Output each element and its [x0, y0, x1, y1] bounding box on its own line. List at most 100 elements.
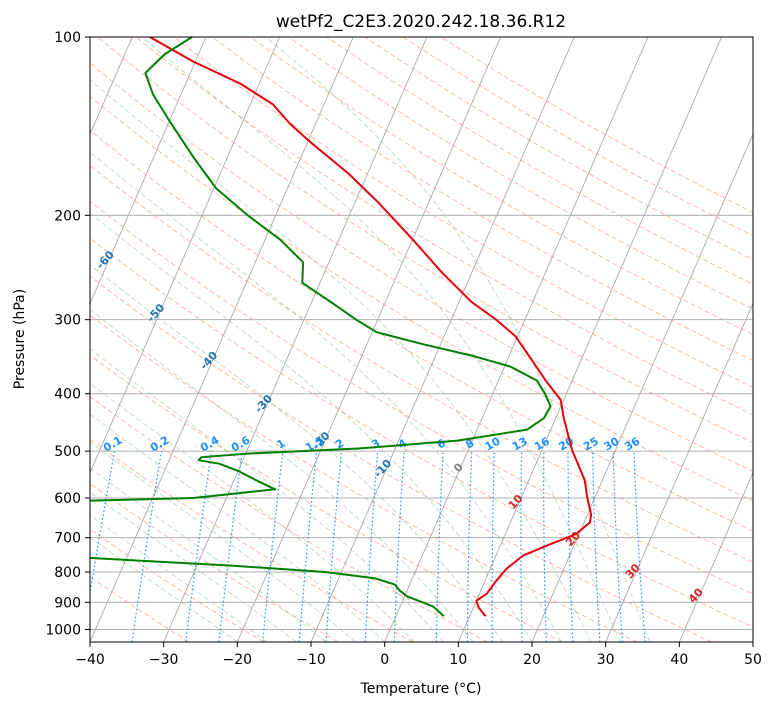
x-tick-label: 20	[523, 652, 541, 668]
mixing-ratio-line	[325, 451, 342, 642]
x-tick-label: 0	[380, 652, 389, 668]
y-tick-label: 900	[54, 595, 81, 611]
dry-adiabat	[90, 354, 563, 642]
dry-adiabat	[211, 37, 753, 362]
x-tick-label: −30	[149, 652, 179, 668]
plot-area: -100-90-80-70-60-50-40-30-20-100.10.20.4…	[0, 37, 753, 642]
moist-adiabat	[90, 413, 386, 642]
mixing-ratio-line	[131, 450, 163, 642]
sounding-profiles	[90, 37, 593, 617]
isotherm-line	[163, 37, 428, 642]
isotherm-line	[752, 640, 753, 642]
y-tick-label: 1000	[45, 622, 81, 638]
moist-adiabat	[90, 467, 327, 642]
dry-adiabat	[90, 396, 488, 642]
moist-adiabat	[265, 37, 651, 642]
moist-adiabat	[90, 212, 533, 642]
dry-adiabats	[90, 37, 753, 642]
line-labels: -100-90-80-70-60-50-40-30-20-100.10.20.4…	[0, 147, 706, 606]
mixing-ratio-label: 6	[435, 436, 448, 451]
x-tick-label: −40	[75, 652, 105, 668]
dry-adiabat	[90, 575, 190, 642]
isotherm-line	[678, 471, 753, 642]
dry-adiabat	[90, 482, 339, 642]
mixing-ratio-line	[90, 450, 116, 597]
isotherm-line	[310, 37, 575, 642]
moist-adiabat	[90, 514, 268, 642]
isotherm-line	[605, 302, 753, 642]
isotherms	[0, 37, 753, 642]
isotherm-line	[90, 37, 281, 474]
mixing-ratio-line	[185, 451, 213, 642]
x-tick-label: 40	[670, 652, 688, 668]
x-tick-label: −20	[223, 652, 253, 668]
moist-adiabat	[90, 348, 444, 642]
mixing-ratio-lines	[90, 450, 646, 642]
dry-adiabat	[90, 528, 264, 642]
y-tick-label: 700	[54, 531, 81, 547]
x-tick-label: 10	[449, 652, 467, 668]
dry-adiabat	[135, 37, 753, 416]
moist-adiabat	[90, 151, 562, 642]
y-tick-label: 500	[54, 444, 81, 460]
isotherm-line	[0, 37, 59, 642]
y-tick-label: 300	[54, 313, 81, 329]
dry-adiabat	[326, 37, 753, 285]
moist-adiabat	[90, 441, 356, 642]
y-axis-ticks: 100 200 300 400 500 600 700 800 900 1000	[45, 30, 90, 638]
x-axis-ticks: −40 −30 −20 −10 0 10 20 30 40 50	[75, 642, 762, 668]
mixing-ratio-line	[218, 451, 243, 642]
isotherm-line	[457, 37, 723, 642]
isotherm-label: -80	[0, 147, 14, 171]
moist-adiabats	[90, 37, 651, 642]
mixing-ratio-line	[298, 451, 318, 642]
dry-adiabat	[90, 314, 638, 642]
pressure-gridlines	[90, 37, 753, 630]
y-tick-label: 800	[54, 565, 81, 581]
isotherm-label: -40	[197, 349, 220, 373]
mixing-ratio-label: 1	[275, 437, 288, 452]
isotherm-line	[531, 133, 753, 642]
isotherm-line	[236, 37, 502, 642]
isotherm-line	[90, 37, 207, 305]
x-axis-label: Temperature (°C)	[360, 681, 482, 697]
x-tick-label: 50	[744, 652, 762, 668]
dry-adiabat	[173, 37, 753, 388]
isotherm-line	[90, 37, 354, 642]
dry-adiabat	[364, 37, 753, 261]
x-tick-label: 30	[597, 652, 615, 668]
y-tick-label: 600	[54, 491, 81, 507]
moist-adiabat	[90, 264, 503, 642]
y-tick-label: 400	[54, 387, 81, 403]
dry-adiabat	[90, 237, 753, 628]
y-tick-label: 200	[54, 208, 81, 224]
mixing-ratio-line	[364, 451, 379, 642]
mixing-ratio-label: 3	[369, 437, 382, 452]
dry-adiabat	[97, 37, 753, 444]
moist-adiabat	[90, 78, 592, 642]
chart-title: wetPf2_C2E3.2020.242.18.36.R12	[276, 12, 566, 32]
mixing-ratio-line	[633, 451, 646, 642]
dry-adiabat	[250, 37, 753, 336]
moist-adiabat	[90, 309, 474, 642]
moist-adiabat	[90, 382, 415, 642]
y-tick-label: 100	[54, 30, 81, 46]
dry-adiabat	[90, 95, 753, 502]
isotherm-label: -60	[94, 248, 117, 272]
mixing-ratio-line	[592, 451, 601, 642]
axes-frame	[89, 36, 754, 643]
x-tick-label: −10	[296, 652, 326, 668]
dry-adiabat	[90, 275, 712, 642]
temperature-profile	[149, 37, 593, 617]
dry-adiabat	[90, 200, 753, 595]
y-axis-label: Pressure (hPa)	[12, 289, 28, 389]
mixing-ratio-line	[262, 451, 284, 642]
moist-adiabat	[90, 536, 238, 642]
dewpoint-profile	[90, 37, 552, 617]
moist-adiabat	[141, 37, 621, 642]
mixing-ratio-line	[491, 451, 495, 642]
dry-adiabat	[90, 129, 753, 532]
isotherm-line	[384, 37, 649, 642]
isotherm-label: -50	[144, 301, 167, 325]
